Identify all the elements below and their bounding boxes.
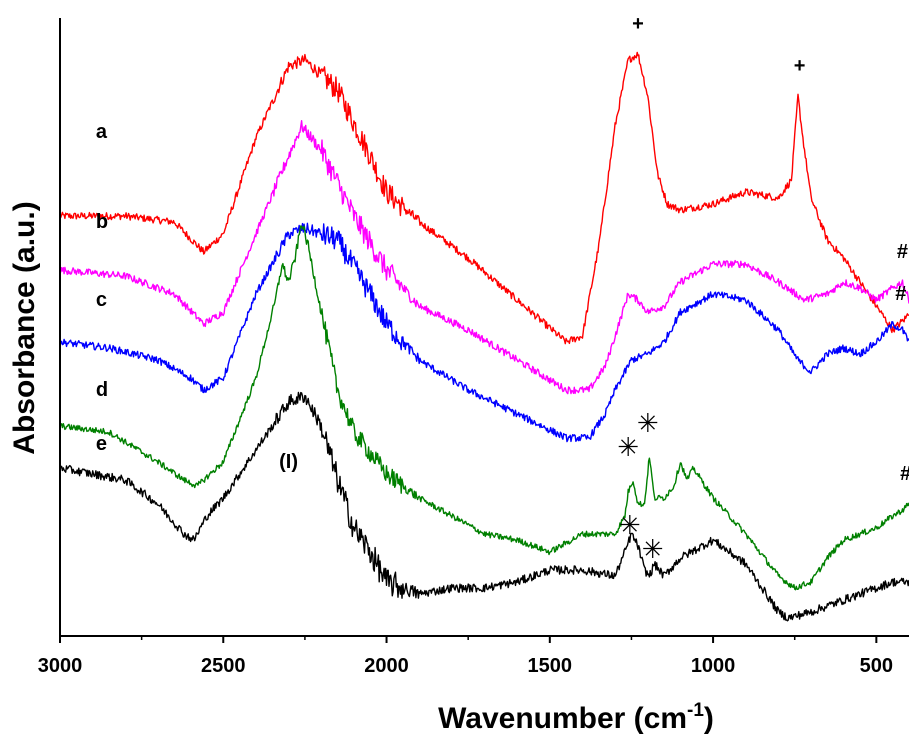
x-tick-label: 2500 [201, 655, 246, 677]
x-axis-title-close: ) [704, 702, 714, 735]
peak-marker: (I) [279, 451, 298, 473]
series-layer [60, 51, 909, 622]
trace-label-d: d [96, 379, 108, 401]
spectrum-line-e [60, 391, 909, 622]
trace-label-c: c [96, 289, 107, 311]
spectrum-line-a [60, 51, 909, 345]
peak-marker: # [897, 241, 908, 263]
x-tick-label: 3000 [38, 655, 83, 677]
spectrum-line-d [60, 225, 909, 591]
x-tick-label: 1000 [691, 655, 736, 677]
spectrum-line-b [60, 120, 909, 395]
y-axis-title: Absorbance (a.u.) [8, 201, 41, 454]
trace-label-b: b [96, 211, 108, 233]
peak-marker: # [900, 463, 909, 485]
x-ticks: 3000 2500 2000 1500 1000 500 [38, 636, 893, 677]
x-axis-title-main: Wavenumber (cm [438, 702, 687, 735]
spectrum-line-c [60, 222, 909, 443]
asterisk-marker: ✳ [642, 535, 664, 565]
peak-marker: # [895, 283, 906, 305]
annotations: ++###(I)✳✳✳✳ [279, 13, 909, 565]
peak-marker: + [794, 55, 806, 77]
trace-labels: a b c d e [96, 121, 108, 455]
peak-marker: + [632, 13, 644, 35]
trace-label-e: e [96, 433, 107, 455]
asterisk-marker: ✳ [637, 409, 659, 439]
x-tick-label: 500 [860, 655, 893, 677]
x-axis-title: Wavenumber (cm-1) [438, 700, 714, 735]
x-tick-label: 2000 [364, 655, 409, 677]
asterisk-marker: ✳ [619, 511, 641, 541]
asterisk-marker: ✳ [617, 433, 639, 463]
trace-label-a: a [96, 121, 108, 143]
x-tick-label: 1500 [528, 655, 573, 677]
x-axis-title-sup: -1 [687, 700, 704, 721]
